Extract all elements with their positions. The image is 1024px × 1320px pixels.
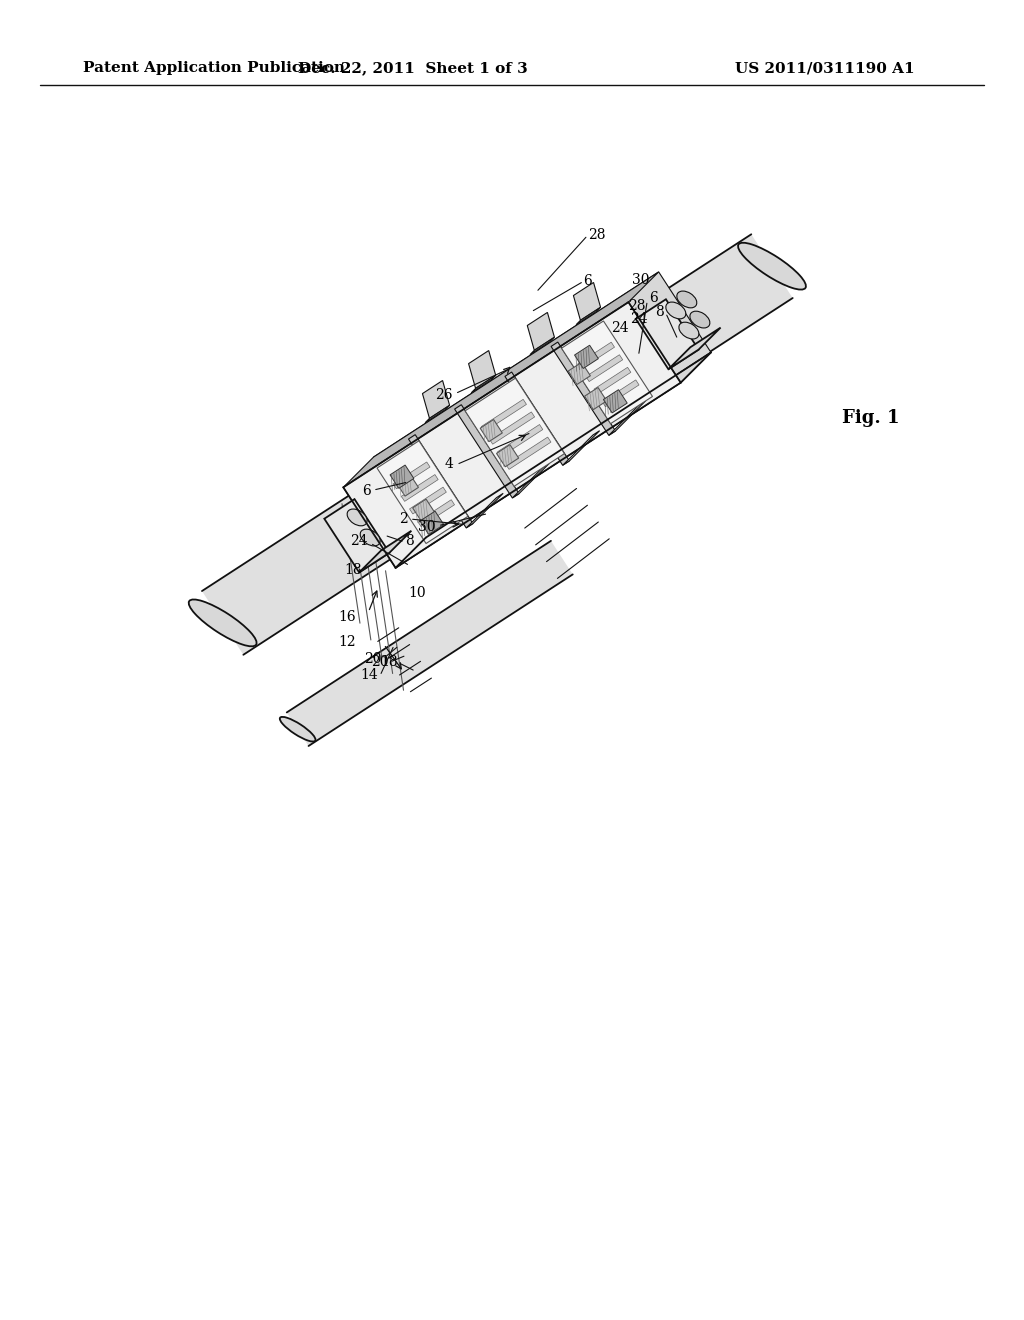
Text: 20: 20 [365, 652, 382, 667]
Text: 24: 24 [350, 535, 368, 548]
Ellipse shape [690, 312, 710, 327]
Polygon shape [561, 321, 652, 424]
Text: Fig. 1: Fig. 1 [842, 409, 899, 426]
Polygon shape [396, 474, 419, 496]
Polygon shape [481, 400, 526, 432]
Polygon shape [420, 511, 443, 535]
Polygon shape [343, 302, 681, 568]
Text: 6: 6 [584, 273, 592, 288]
Ellipse shape [360, 529, 380, 546]
Polygon shape [359, 531, 412, 573]
Text: 12: 12 [339, 635, 356, 649]
Polygon shape [669, 327, 721, 370]
Polygon shape [573, 282, 600, 321]
Text: 24: 24 [630, 312, 648, 326]
Polygon shape [325, 499, 389, 573]
Ellipse shape [738, 243, 806, 289]
Text: 16: 16 [338, 610, 356, 624]
Ellipse shape [666, 302, 686, 319]
Polygon shape [202, 234, 793, 655]
Text: 2: 2 [399, 512, 408, 527]
Polygon shape [471, 375, 496, 393]
Text: 24: 24 [611, 321, 629, 335]
Text: 14: 14 [360, 668, 378, 682]
Text: 6: 6 [649, 292, 657, 305]
Text: 4: 4 [445, 457, 454, 470]
Text: 20: 20 [372, 655, 389, 669]
Polygon shape [551, 342, 615, 436]
Polygon shape [602, 380, 639, 407]
Polygon shape [574, 346, 598, 368]
Polygon shape [636, 300, 698, 370]
Text: 28: 28 [628, 300, 645, 313]
Text: 30: 30 [632, 273, 649, 286]
Polygon shape [577, 308, 600, 325]
Polygon shape [512, 463, 549, 498]
Polygon shape [465, 378, 564, 486]
Polygon shape [413, 499, 435, 521]
Polygon shape [343, 272, 658, 487]
Polygon shape [409, 434, 473, 528]
Polygon shape [497, 445, 519, 467]
Polygon shape [603, 389, 628, 413]
Polygon shape [498, 425, 543, 457]
Ellipse shape [280, 717, 315, 742]
Polygon shape [480, 420, 503, 442]
Polygon shape [377, 441, 468, 544]
Polygon shape [529, 337, 554, 355]
Polygon shape [390, 465, 414, 488]
Polygon shape [594, 367, 631, 395]
Ellipse shape [347, 510, 367, 525]
Polygon shape [489, 412, 535, 445]
Polygon shape [609, 401, 646, 436]
Polygon shape [585, 388, 606, 409]
Polygon shape [527, 313, 554, 350]
Ellipse shape [679, 322, 698, 339]
Polygon shape [586, 355, 623, 381]
Polygon shape [374, 272, 711, 537]
Polygon shape [469, 351, 496, 388]
Polygon shape [578, 342, 614, 370]
Text: 10: 10 [409, 586, 426, 599]
Polygon shape [393, 462, 430, 488]
Text: 26: 26 [435, 388, 453, 401]
Ellipse shape [188, 599, 257, 647]
Polygon shape [568, 362, 591, 384]
Text: Dec. 22, 2011  Sheet 1 of 3: Dec. 22, 2011 Sheet 1 of 3 [298, 61, 528, 75]
Text: 18: 18 [381, 655, 398, 669]
Polygon shape [401, 475, 438, 502]
Polygon shape [423, 380, 450, 418]
Polygon shape [466, 494, 503, 528]
Text: 8: 8 [406, 535, 414, 548]
Polygon shape [455, 405, 519, 498]
Polygon shape [287, 541, 572, 746]
Polygon shape [506, 437, 551, 470]
Polygon shape [395, 352, 711, 568]
Text: 6: 6 [362, 483, 371, 498]
Polygon shape [418, 500, 455, 527]
Text: 8: 8 [655, 305, 664, 319]
Text: US 2011/0311190 A1: US 2011/0311190 A1 [735, 61, 914, 75]
Text: Patent Application Publication: Patent Application Publication [83, 61, 345, 75]
Text: 18: 18 [344, 564, 361, 577]
Polygon shape [505, 372, 569, 465]
Text: 30: 30 [418, 520, 435, 535]
Ellipse shape [677, 292, 696, 308]
Text: 28: 28 [588, 228, 605, 243]
Polygon shape [410, 487, 446, 513]
Polygon shape [562, 430, 600, 465]
Polygon shape [425, 405, 450, 422]
